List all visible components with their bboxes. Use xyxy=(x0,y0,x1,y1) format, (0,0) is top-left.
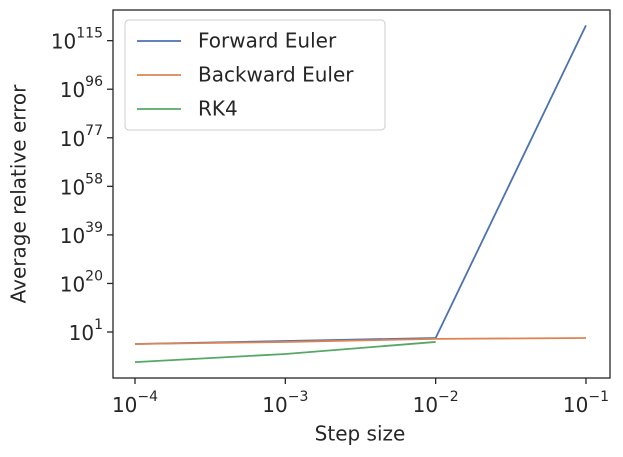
y-tick-label: 1058 xyxy=(60,171,103,199)
series-line xyxy=(134,341,436,364)
y-tick-label: 1096 xyxy=(60,74,103,102)
x-axis-label: Step size xyxy=(315,422,406,446)
x-tick-label: 10−3 xyxy=(262,389,308,417)
y-tick-label: 1077 xyxy=(60,123,103,151)
x-tick-label: 10−4 xyxy=(112,389,158,417)
x-tick-label: 10−1 xyxy=(563,389,609,417)
y-tick-label: 1039 xyxy=(60,220,103,248)
y-axis-label: Average relative error xyxy=(7,84,31,303)
legend-label: Backward Euler xyxy=(198,63,354,87)
plot-frame xyxy=(112,9,611,379)
y-tick-label: 10115 xyxy=(51,26,103,54)
legend-label: RK4 xyxy=(198,97,238,121)
series-line xyxy=(134,337,586,345)
y-tick-label: 101 xyxy=(69,317,103,345)
legend-label: Forward Euler xyxy=(198,29,337,53)
legend-box xyxy=(124,19,386,131)
x-tick-label: 10−2 xyxy=(413,389,459,417)
y-tick-label: 1020 xyxy=(60,268,103,296)
